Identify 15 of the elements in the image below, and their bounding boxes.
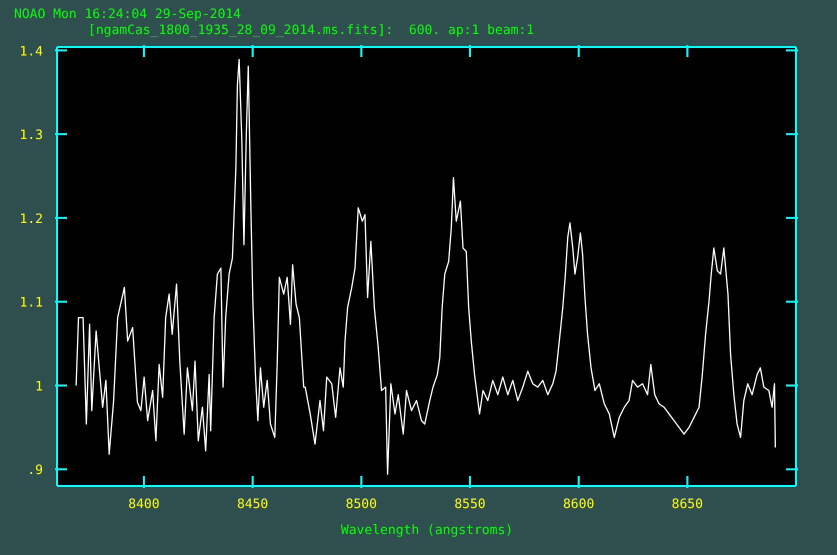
x-axis-title: Wavelength (angstroms) [340, 523, 514, 538]
x-tick-label: 8550 [454, 497, 486, 512]
chart-title: NOAO Mon 16:24:04 29-Sep-2014 [14, 7, 241, 22]
y-tick-label: 1.1 [20, 296, 43, 311]
y-tick-label: 1.4 [20, 44, 44, 60]
y-tick-label: 1.3 [20, 128, 43, 144]
y-tick-label: 1.2 [20, 212, 43, 227]
x-tick-label: 8450 [236, 497, 268, 512]
x-tick-label: 8600 [562, 497, 594, 512]
x-tick-label: 8500 [346, 497, 377, 512]
y-tick-label: .9 [27, 463, 43, 478]
chart-subtitle: [ngamCas_1800_1935_28_09_2014.ms.fits]: 600. ap:1 beam:1 [88, 23, 534, 38]
x-tick-label: 8650 [672, 497, 703, 512]
x-tick-label: 8400 [128, 497, 160, 512]
y-tick-label: 1 [35, 379, 43, 394]
